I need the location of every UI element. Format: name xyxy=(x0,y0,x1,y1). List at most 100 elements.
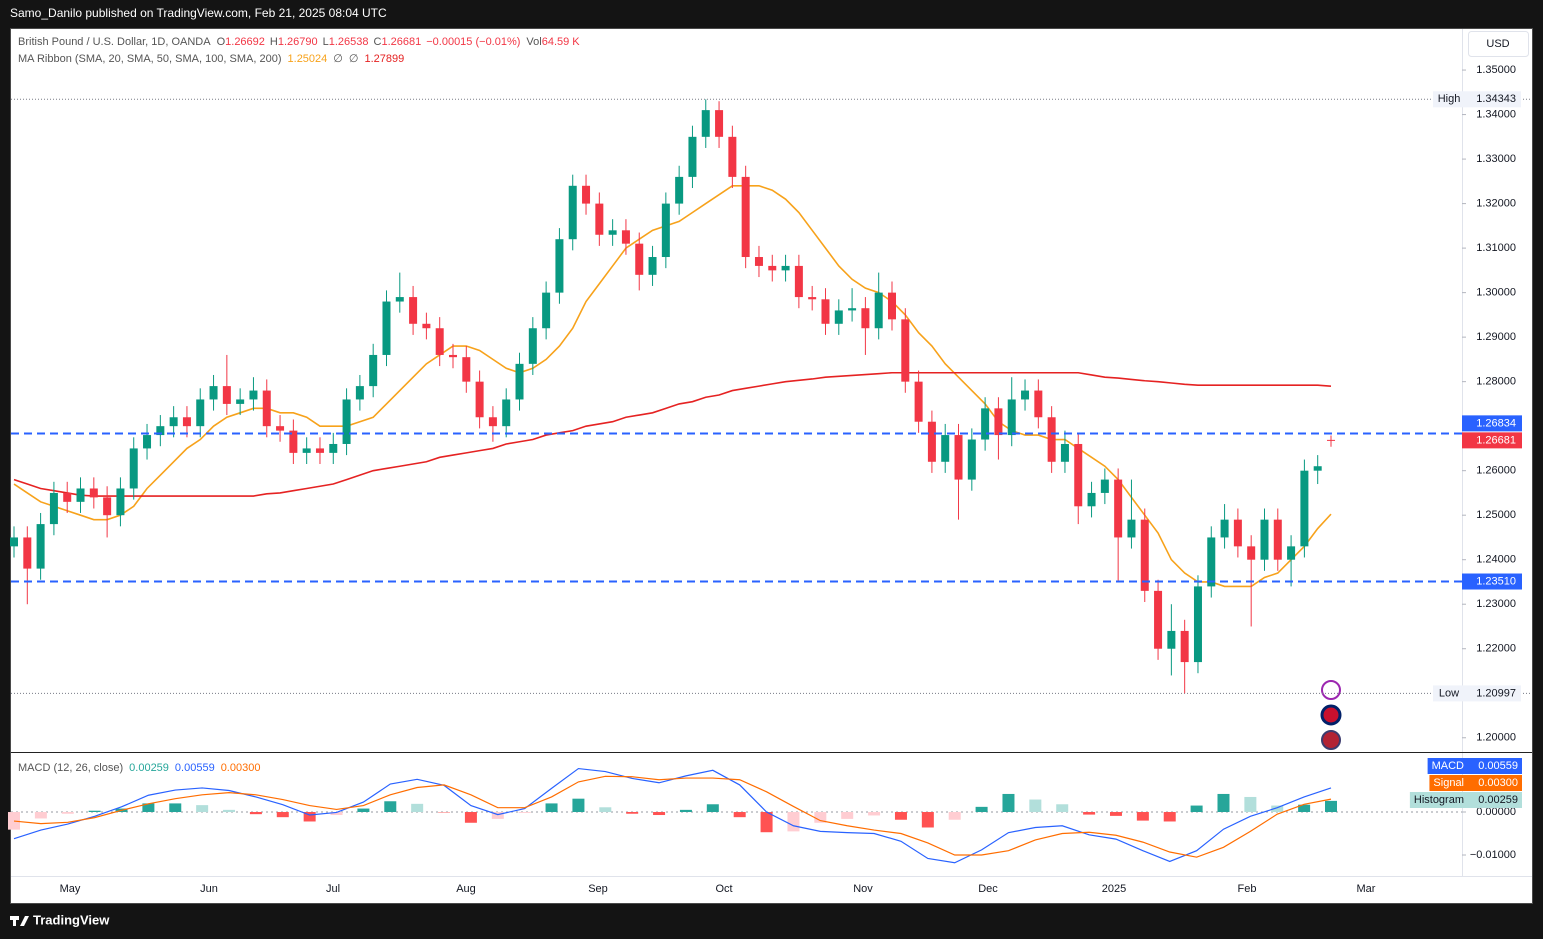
candle-body xyxy=(528,328,537,364)
histogram-bar xyxy=(8,812,20,830)
histogram-bar xyxy=(626,812,639,814)
histogram-bar xyxy=(814,812,827,823)
candle-body xyxy=(169,417,178,427)
y-tick-label: 1.35000 xyxy=(1476,64,1516,76)
candle-body xyxy=(1273,519,1282,560)
currency-button[interactable] xyxy=(1468,31,1529,57)
logo xyxy=(10,916,29,926)
level-label-box xyxy=(1462,573,1522,590)
histogram-bar xyxy=(868,812,881,816)
currency-label[interactable]: USD xyxy=(1486,38,1509,50)
candle-body xyxy=(1021,390,1030,400)
candle-body xyxy=(276,426,285,431)
candle-body xyxy=(462,357,471,382)
candle-body xyxy=(1087,492,1096,507)
candle-body xyxy=(768,265,777,271)
histogram-bar xyxy=(841,812,854,819)
candle-body xyxy=(568,185,577,240)
candle-body xyxy=(76,488,85,502)
histogram-bar xyxy=(679,809,692,813)
x-tick-label: Nov xyxy=(853,883,873,895)
candle-body xyxy=(289,430,298,453)
chart-panel xyxy=(10,28,1533,904)
candle-body xyxy=(103,497,112,516)
candle-body xyxy=(10,537,18,547)
legend-text: 0.00559 xyxy=(175,762,215,774)
candle-body xyxy=(648,257,657,275)
high-name: High xyxy=(1438,93,1461,105)
candle-body xyxy=(369,354,378,387)
candle-body xyxy=(1060,443,1069,462)
legend-text: 0.00259 xyxy=(129,762,169,774)
histogram-bar xyxy=(384,801,397,813)
candle-body xyxy=(874,292,883,329)
high-label-box xyxy=(1433,91,1521,108)
candle-body xyxy=(382,301,391,355)
level-label-box xyxy=(1462,415,1522,432)
histogram-bar xyxy=(572,798,585,813)
x-tick-label: Jun xyxy=(200,883,218,895)
candle-body xyxy=(1127,519,1136,538)
legend-text: 1.27899 xyxy=(364,53,404,65)
candle-body xyxy=(1313,466,1322,471)
x-tick-label: Jul xyxy=(326,883,340,895)
histogram-bar xyxy=(760,812,773,833)
histogram-bar xyxy=(1002,793,1015,813)
x-tick-label: Aug xyxy=(456,883,476,895)
candle-body xyxy=(209,386,218,400)
y-tick-label: 1.31000 xyxy=(1476,242,1516,254)
histogram-bar xyxy=(1083,812,1096,815)
histogram-bar xyxy=(196,805,209,813)
logo-mark xyxy=(13,916,16,926)
legend-text: 1.25024 xyxy=(288,53,328,65)
y-tick-label: 1.34000 xyxy=(1476,108,1516,120)
histogram-bar xyxy=(1029,799,1042,813)
level-label: 1.26834 xyxy=(1476,417,1516,429)
histogram-bar xyxy=(1136,812,1149,821)
candle-body xyxy=(116,488,125,516)
x-tick-label: Sep xyxy=(588,883,608,895)
moving-average xyxy=(13,371,1332,497)
candle-body xyxy=(143,435,152,449)
low-label-box xyxy=(1433,685,1521,702)
candle-body xyxy=(222,386,231,404)
x-tick-label: Oct xyxy=(715,883,732,895)
candle-body xyxy=(635,243,644,275)
candle-body xyxy=(488,417,497,427)
legend-text: 64.59 K xyxy=(542,36,581,48)
histogram-bar xyxy=(1109,812,1122,816)
macd-label-value: 0.00259 xyxy=(1478,794,1518,806)
candle-body xyxy=(395,297,404,302)
footer-brand: TradingView xyxy=(33,912,110,927)
histogram-bar xyxy=(142,803,155,813)
legend-text: MACD (12, 26, close) xyxy=(18,762,123,774)
candle-body xyxy=(1074,443,1083,507)
y-tick-label: 1.30000 xyxy=(1476,287,1516,299)
histogram-bar xyxy=(1244,796,1257,813)
candle-body xyxy=(1154,590,1163,649)
candle-body xyxy=(1007,399,1016,436)
candle-body xyxy=(262,390,271,427)
candle-body xyxy=(182,417,191,427)
event-icon xyxy=(1321,680,1341,700)
x-tick-label: Mar xyxy=(1357,883,1376,895)
candle-body xyxy=(981,408,990,440)
histogram-bar xyxy=(223,809,236,813)
legend-text: ∅ xyxy=(349,53,359,65)
histogram-bar xyxy=(464,812,477,823)
legend-text: O xyxy=(217,36,226,48)
legend-text: MA Ribbon (SMA, 20, SMA, 50, SMA, 100, S… xyxy=(18,53,282,65)
histogram-bar xyxy=(733,812,746,818)
candle-body xyxy=(1047,417,1056,462)
candle-body xyxy=(661,203,670,258)
legend-text: C xyxy=(374,36,382,48)
candle-body xyxy=(715,110,724,137)
candle-body xyxy=(409,297,418,324)
candle-body xyxy=(1167,630,1176,649)
histogram-bar xyxy=(948,812,961,820)
candle-body xyxy=(302,448,311,453)
candle-body xyxy=(329,443,338,453)
histogram-bar xyxy=(545,803,558,813)
